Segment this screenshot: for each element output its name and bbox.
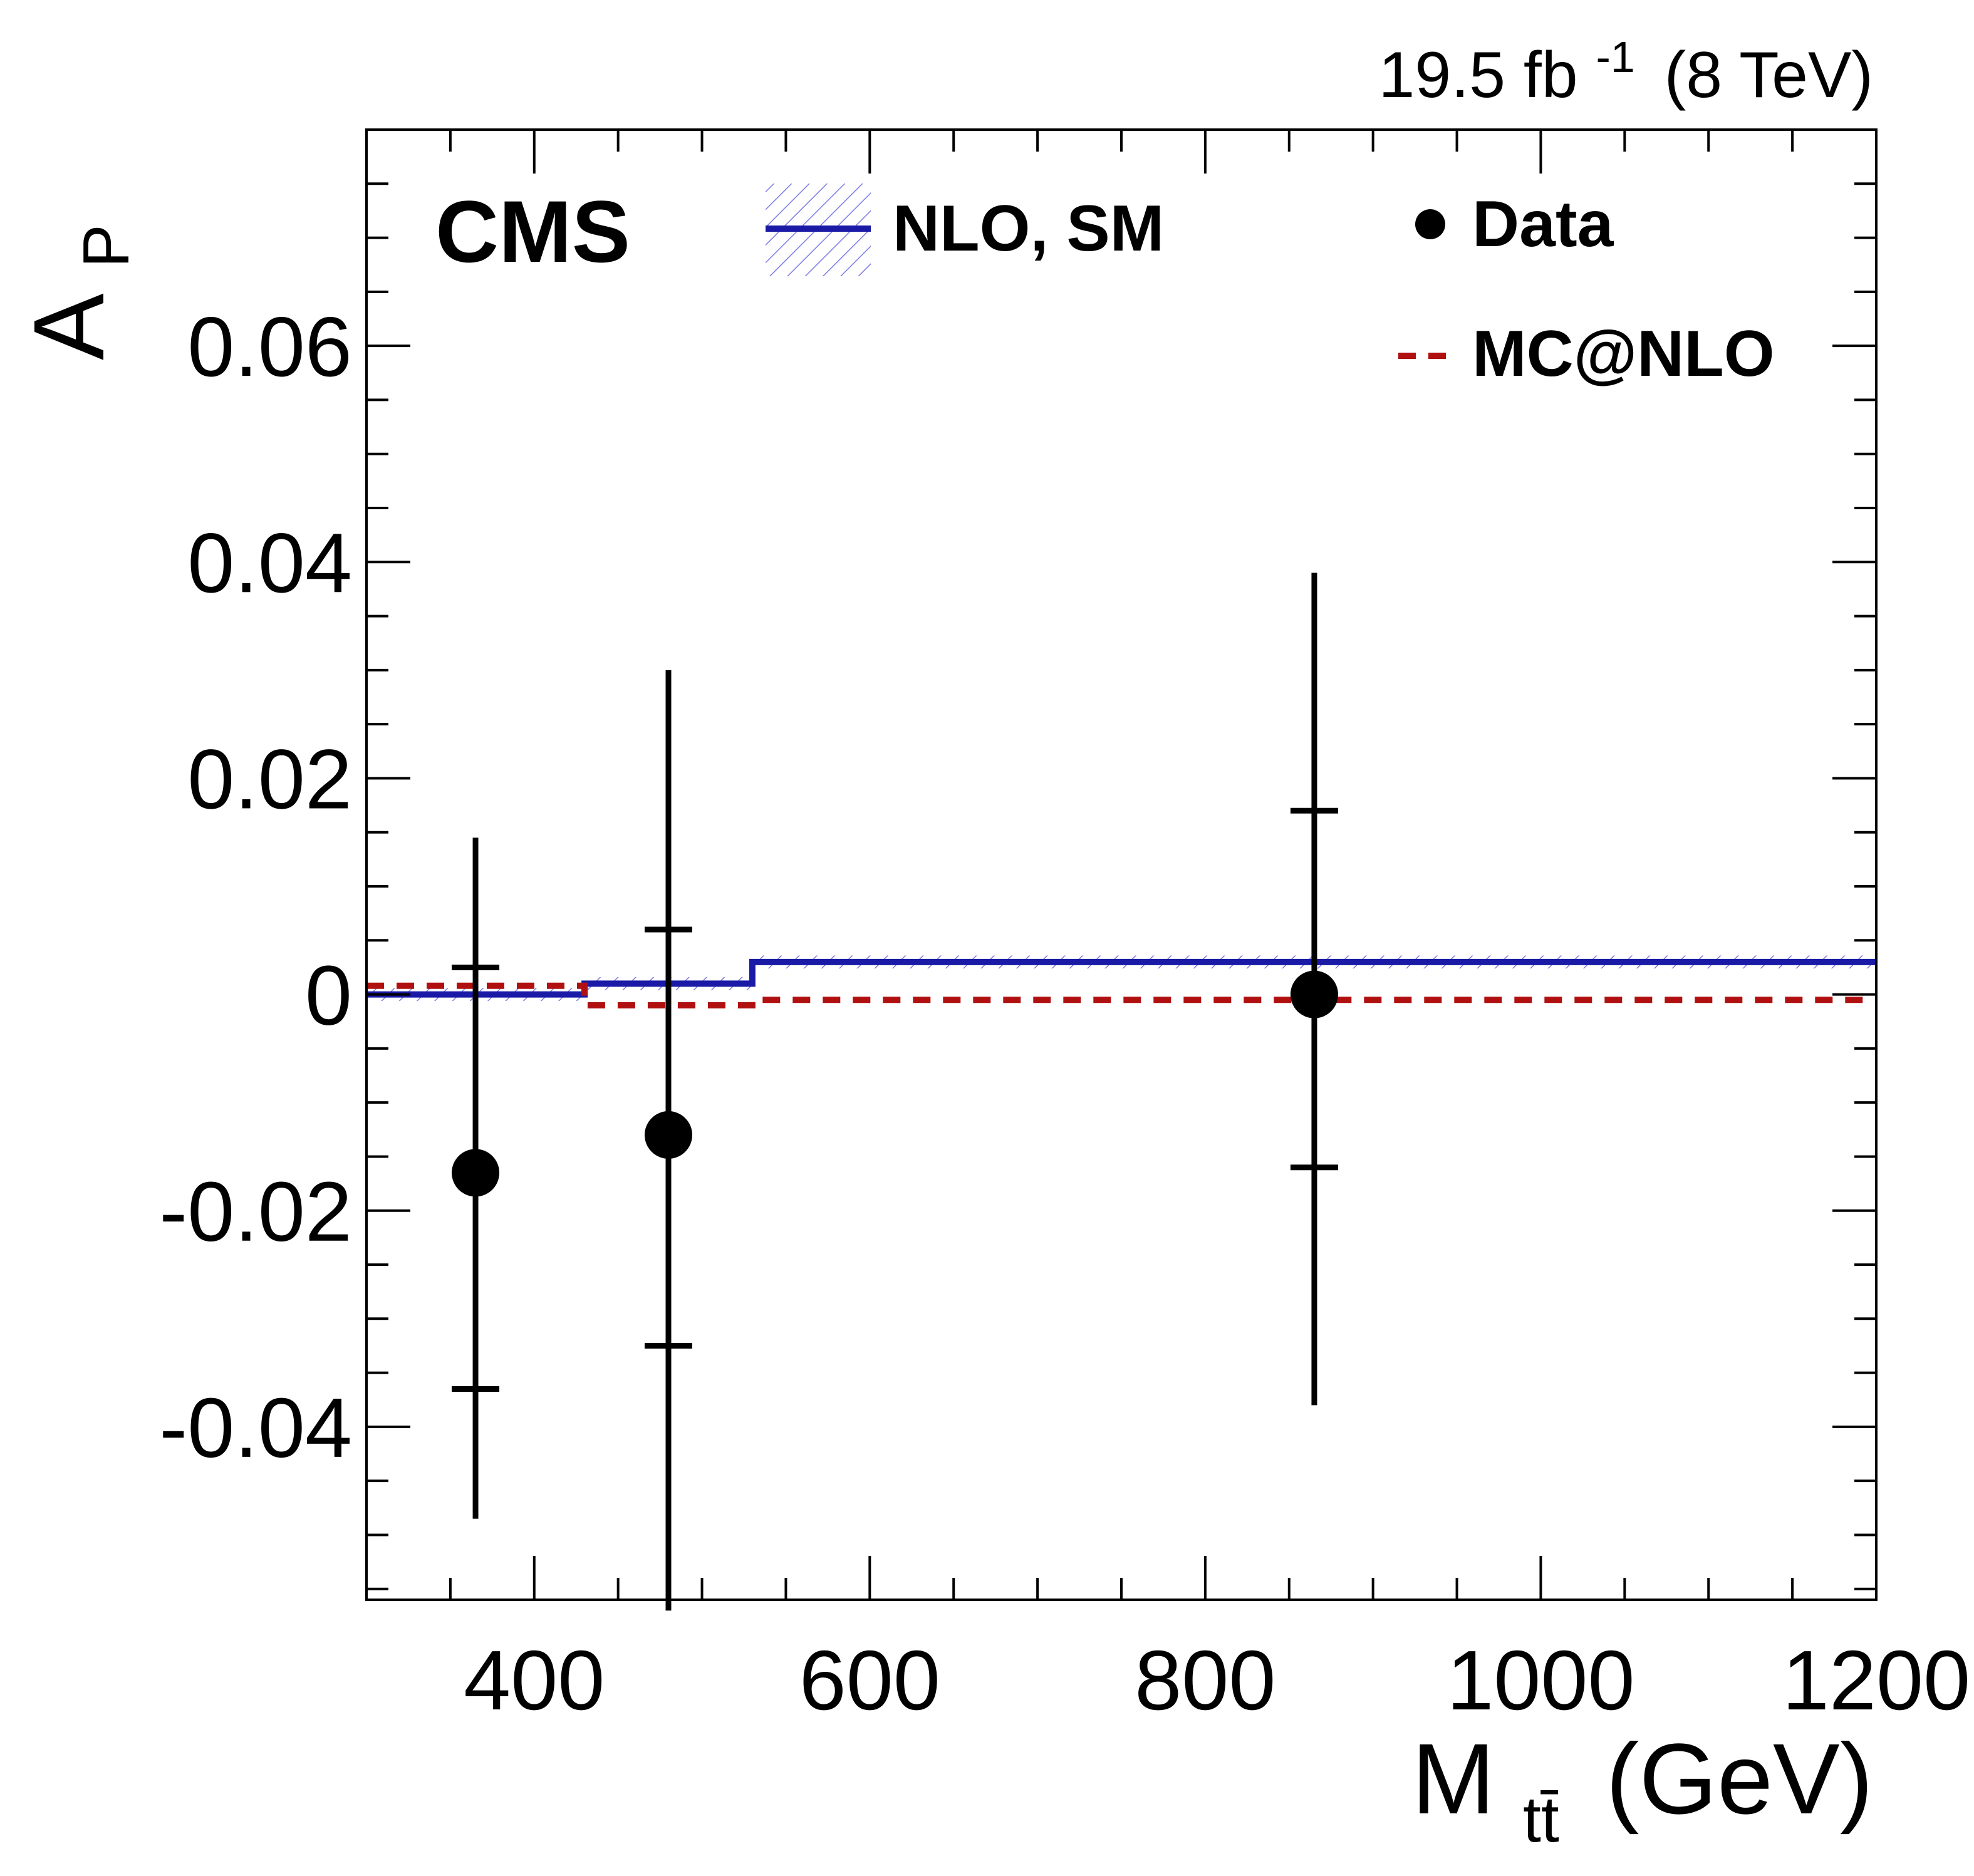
lumi-value: 19.5 <box>1379 39 1505 111</box>
y-axis-title: A P <box>13 224 143 360</box>
x-tick-label: 1000 <box>1447 1633 1634 1728</box>
y-axis-symbol: A <box>13 293 125 360</box>
experiment-label: CMS <box>435 182 630 281</box>
data-points-layer <box>452 573 1338 1611</box>
x-tick-label: 400 <box>464 1633 605 1728</box>
series-layer <box>366 955 1876 1008</box>
y-tick-label: 0.02 <box>187 732 352 826</box>
x-tick-label: 1200 <box>1782 1633 1970 1728</box>
y-tick-label: -0.02 <box>159 1164 352 1259</box>
data-point <box>1290 970 1338 1018</box>
legend-entry-data: Data <box>1415 188 1614 261</box>
y-tick-label: 0 <box>305 948 352 1043</box>
x-axis-title: M tt̄ (GeV) <box>1411 1723 1873 1863</box>
lumi-unit: fb <box>1524 39 1578 111</box>
lumi-energy: (8 TeV) <box>1665 39 1873 111</box>
x-axis-subscript: tt̄ <box>1523 1783 1559 1856</box>
data-point <box>452 1149 500 1197</box>
lumi-label: 19.5 fb -1 (8 TeV) <box>1379 14 1873 111</box>
legend-mcatnlo-label: MC@NLO <box>1472 318 1775 390</box>
y-tick-label: 0.04 <box>187 516 352 610</box>
legend-data-label: Data <box>1472 188 1614 261</box>
y-tick-label: 0.06 <box>187 299 352 394</box>
mcatnlo-step-line <box>366 982 1876 1008</box>
legend-nlo-label: NLO, SM <box>893 192 1164 265</box>
legend-entry-nlo-sm: NLO, SM <box>766 184 1164 276</box>
x-tick-label: 600 <box>799 1633 940 1728</box>
axis-ticks: 400 600 800 1000 1200 -0.04 -0.02 0 0.02 0.04 0.06 <box>159 130 1970 1728</box>
x-axis-symbol: M <box>1411 1723 1495 1835</box>
x-tick-label: 800 <box>1135 1633 1275 1728</box>
x-axis-unit: (GeV) <box>1606 1723 1873 1835</box>
y-axis-subscript: P <box>70 224 143 267</box>
legend-entry-mcatnlo: MC@NLO <box>1398 318 1775 390</box>
y-tick-label: -0.04 <box>159 1381 352 1475</box>
lumi-exponent: -1 <box>1596 33 1635 81</box>
data-point <box>645 1111 692 1159</box>
legend-data-marker <box>1415 209 1445 239</box>
legend: NLO, SM Data MC@NLO <box>766 184 1775 390</box>
